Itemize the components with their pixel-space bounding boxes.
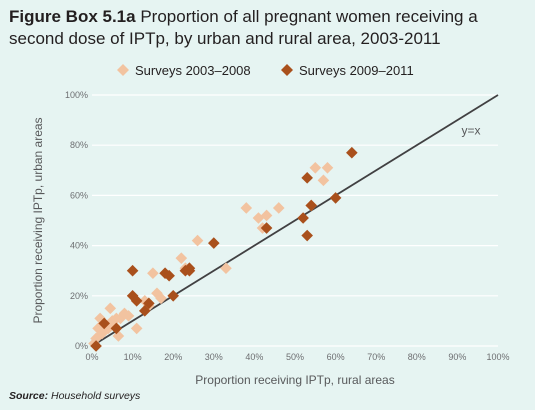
point-2009-2011 [301,172,313,184]
x-tick-label: 30% [205,352,223,362]
y-tick-label: 40% [70,241,88,251]
x-tick-label: 60% [327,352,345,362]
point-2003-2008 [175,252,188,264]
point-2009-2011 [297,212,309,224]
point-2009-2011 [126,264,139,277]
point-2009-2011 [130,295,143,307]
point-2009-2011 [346,146,358,159]
reference-line-label: y=x [461,124,480,138]
x-tick-label: 20% [164,352,182,362]
y-tick-label: 20% [70,291,88,301]
point-2009-2011 [143,297,155,310]
point-2009-2011 [260,222,273,234]
point-2003-2008 [118,307,131,320]
point-2009-2011 [126,290,139,302]
legend-item-2009-2011-label: Surveys 2009–2011 [299,63,414,78]
point-2003-2008 [191,234,204,247]
point-2009-2011 [329,192,342,204]
x-tick-label: 40% [245,352,263,362]
legend-item-2003-2008-marker [117,64,129,76]
point-2003-2008 [220,262,232,274]
point-2003-2008 [309,161,322,174]
source-text: Household surveys [48,390,141,402]
point-2009-2011 [208,237,220,249]
point-2003-2008 [130,322,143,335]
point-2003-2008 [272,202,285,214]
x-tick-label: 90% [448,352,466,362]
point-2003-2008 [260,209,273,222]
figure-title: Figure Box 5.1a Proportion of all pregna… [9,6,529,50]
reference-line [91,94,499,347]
point-2009-2011 [90,340,102,352]
x-tick-label: 100% [486,352,509,362]
y-tick-label: 100% [65,90,88,100]
point-2003-2008 [114,312,127,325]
legend-item-2003-2008-label: Surveys 2003–2008 [135,63,251,78]
y-axis-title: Proportion receiving IPTp, urban areas [31,117,45,323]
legend-item-2009-2011-marker [281,64,293,76]
x-tick-label: 80% [408,352,426,362]
point-2003-2008 [240,202,253,214]
point-2003-2008 [155,292,167,305]
point-2003-2008 [317,174,330,187]
source-label: Source: [9,390,49,402]
source-note: Source: Household surveys [9,390,140,402]
point-2009-2011 [301,229,313,242]
point-2003-2008 [104,302,117,315]
point-2003-2008 [122,310,135,322]
point-2009-2011 [98,317,110,330]
x-tick-label: 50% [286,352,304,362]
point-2009-2011 [163,269,175,282]
point-2009-2011 [110,322,123,335]
point-2003-2008 [321,161,334,174]
point-2003-2008 [96,327,108,340]
y-tick-label: 0% [75,341,88,351]
y-tick-label: 60% [70,190,88,200]
point-2009-2011 [183,264,196,277]
figure-number: Figure Box 5.1a [9,7,136,26]
point-2009-2011 [167,290,179,302]
point-2009-2011 [159,267,171,280]
y-tick-label: 80% [70,140,88,150]
point-2009-2011 [305,199,318,212]
figure-title-text: Proportion of all pregnant women receivi… [9,7,478,48]
x-axis-title: Proportion receiving IPTp, rural areas [195,373,394,387]
x-tick-label: 0% [85,352,98,362]
x-tick-label: 70% [367,352,385,362]
point-2003-2008 [252,212,265,224]
point-2003-2008 [147,267,159,280]
x-tick-label: 10% [124,352,142,362]
